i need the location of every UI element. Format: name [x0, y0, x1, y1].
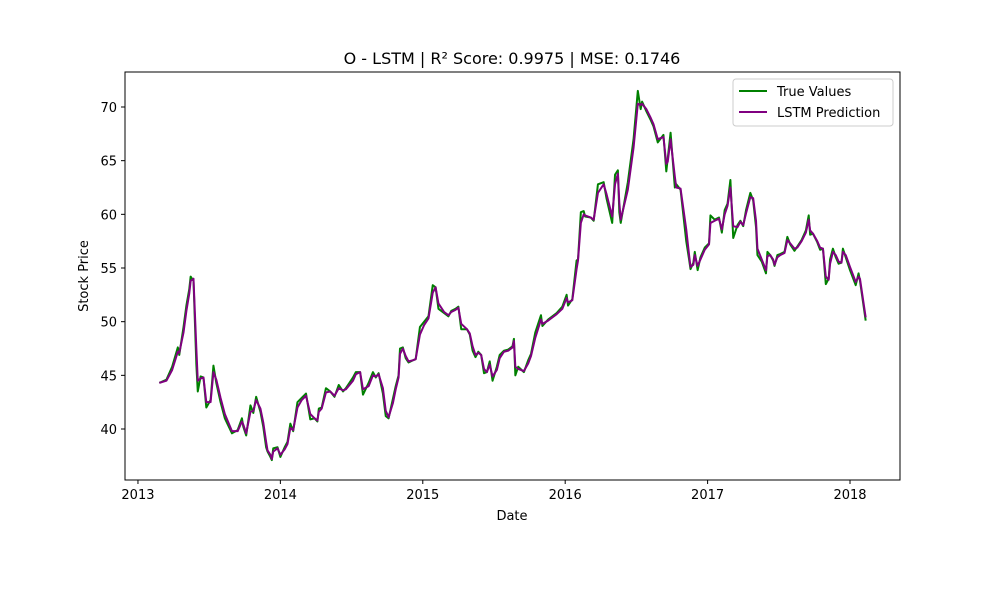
x-tick-label: 2016: [549, 488, 582, 503]
plot-frame: [124, 71, 901, 481]
legend-label: LSTM Prediction: [777, 106, 880, 121]
y-tick-label: 70: [100, 101, 117, 116]
y-tick-label: 45: [100, 369, 117, 384]
x-tick-label: 2013: [121, 488, 154, 503]
x-axis-label: Date: [496, 509, 527, 524]
legend-label: True Values: [776, 85, 851, 100]
x-tick-label: 2017: [691, 488, 724, 503]
chart-title: O - LSTM | R² Score: 0.9975 | MSE: 0.174…: [344, 49, 681, 68]
y-tick-label: 50: [100, 316, 117, 331]
y-tick-label: 65: [100, 155, 117, 170]
x-tick-label: 2015: [406, 488, 439, 503]
y-tick-label: 40: [100, 423, 117, 438]
y-tick-label: 55: [100, 262, 117, 277]
series-line: [158, 89, 867, 462]
legend-box: [732, 78, 894, 127]
x-tick-label: 2014: [264, 488, 297, 503]
x-tick-label: 2018: [833, 488, 866, 503]
series-line: [159, 102, 867, 461]
y-axis-label: Stock Price: [77, 240, 92, 312]
y-tick-label: 60: [100, 208, 117, 223]
